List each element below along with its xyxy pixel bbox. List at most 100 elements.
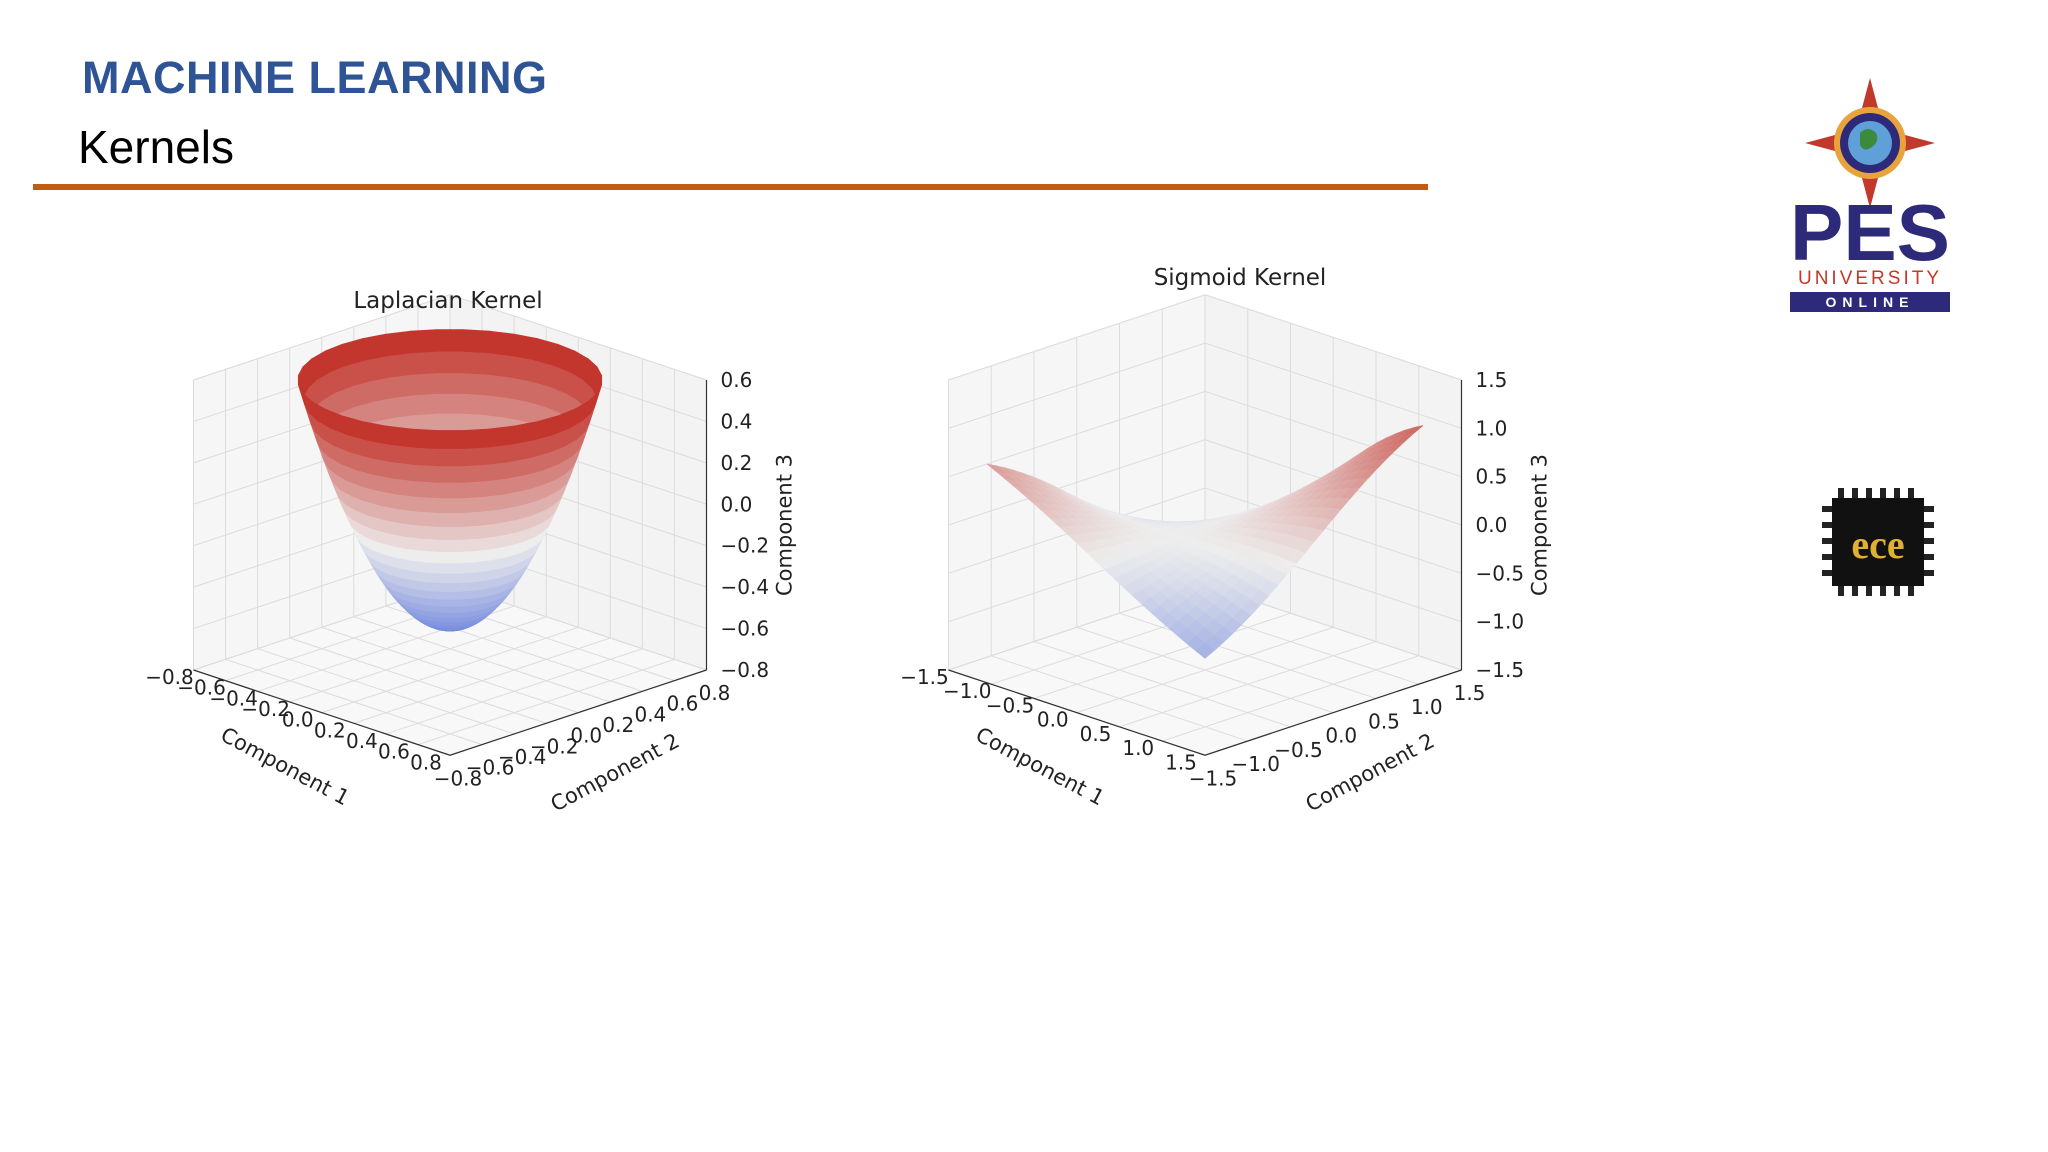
surface-facet — [415, 393, 440, 416]
x-tick-label: −0.8 — [145, 665, 194, 689]
ece-wordmark: ece — [1851, 522, 1904, 567]
surface-facet — [440, 551, 460, 564]
chart-title: Laplacian Kernel — [353, 288, 542, 314]
surface-facet — [385, 330, 413, 357]
x-tick-label: 1.0 — [1122, 736, 1154, 760]
surface-facet — [460, 480, 485, 499]
surface-facet — [428, 581, 444, 592]
z-tick-label: −0.8 — [721, 658, 770, 682]
z-tick-label: 1.5 — [1476, 368, 1508, 392]
surface-facet — [434, 611, 446, 619]
chart-title: Sigmoid Kernel — [1154, 265, 1327, 291]
z-tick-label: −0.2 — [721, 534, 770, 558]
surface-facet — [439, 526, 461, 540]
grid-line — [321, 626, 579, 714]
z-tick-label: −0.6 — [721, 617, 770, 641]
pes-university-logo: PES UNIVERSITY ONLINE — [1790, 78, 1950, 312]
surface-facet — [461, 464, 487, 483]
surface-facet — [508, 355, 535, 383]
surface-facet — [425, 561, 443, 574]
y-tick-label: −0.8 — [434, 766, 483, 790]
x-tick-label: 0.2 — [314, 718, 346, 742]
surface-facet — [1195, 642, 1215, 659]
surface-facet — [438, 482, 462, 499]
x-tick-label: 0.8 — [410, 750, 442, 774]
x-tick-label: 0.6 — [378, 740, 410, 764]
surface-facet — [413, 373, 439, 396]
grid-line — [948, 342, 1206, 429]
surface-facet — [458, 538, 479, 553]
grid-line — [948, 294, 1206, 381]
surface-facet — [369, 377, 394, 403]
surface-facet — [411, 446, 439, 467]
z-tick-label: 1.0 — [1476, 416, 1508, 440]
surface-facet — [482, 478, 507, 498]
surface-facet — [460, 496, 484, 514]
y-axis-line — [1204, 669, 1462, 756]
z-tick-label: −1.0 — [1476, 610, 1525, 634]
grid-line — [1204, 342, 1462, 429]
x-tick-label: 1.5 — [1165, 750, 1197, 774]
surface-facet — [438, 413, 462, 434]
x-axis-line — [193, 669, 451, 756]
page-subtitle: Kernels — [78, 121, 234, 173]
surface-facet — [393, 395, 418, 419]
z-tick-label: −0.5 — [1476, 561, 1525, 585]
z-tick-label: −0.4 — [721, 575, 770, 599]
surface-facet — [444, 606, 456, 613]
grid-line — [193, 294, 451, 381]
x-tick-label: 0.5 — [1080, 722, 1112, 746]
surface-facet — [485, 353, 513, 378]
compass-emblem-icon — [1805, 78, 1935, 208]
grid-line — [289, 637, 547, 724]
grid-line — [991, 655, 1248, 742]
surface-facet — [485, 443, 513, 465]
surface-facet — [482, 395, 507, 419]
surface-facet — [443, 599, 457, 607]
surface-facet — [385, 425, 413, 448]
pes-university-text: UNIVERSITY — [1798, 268, 1942, 289]
surface-facet — [455, 598, 469, 607]
surface-facet — [410, 428, 438, 449]
grid-line — [257, 648, 515, 735]
y-tick-label: 0.2 — [602, 713, 634, 737]
surface-facet — [460, 393, 485, 416]
y-tick-label: −0.2 — [530, 734, 579, 758]
surface-facet — [416, 496, 440, 514]
x-tick-label: −0.2 — [241, 697, 290, 721]
surface-facet — [436, 448, 464, 467]
surface-facet — [443, 591, 457, 600]
surface-facet — [387, 353, 415, 378]
pes-online-text: ONLINE — [1826, 294, 1915, 310]
surface-facet — [441, 573, 459, 584]
y-tick-label: −1.0 — [1231, 752, 1280, 776]
surface-facet — [390, 461, 416, 482]
surface-facet — [365, 355, 392, 383]
y-tick-label: 0.0 — [1325, 724, 1357, 748]
x-axis-line — [948, 669, 1206, 756]
grid-line — [1076, 626, 1334, 714]
surface-facet — [421, 538, 442, 553]
x-tick-label: −1.5 — [900, 665, 949, 689]
surface-facet — [461, 373, 487, 396]
surface-facet — [461, 351, 489, 376]
grid-line — [948, 390, 1206, 478]
surface-facet — [418, 511, 441, 527]
surface-facet — [442, 582, 458, 592]
grid-line — [225, 658, 483, 746]
surface-facet — [420, 525, 441, 540]
x-tick-label: −0.6 — [177, 676, 226, 700]
z-axis-label: Component 3 — [773, 454, 797, 596]
surface-facet — [462, 428, 490, 449]
z-tick-label: 0.5 — [1476, 465, 1508, 489]
grid-line — [948, 439, 1206, 526]
surface-facet — [439, 512, 461, 527]
surface-facet — [431, 598, 445, 607]
y-tick-label: −0.5 — [1274, 738, 1323, 762]
surface-facet — [441, 562, 459, 574]
surface-facet — [415, 480, 440, 499]
z-tick-label: 0.0 — [721, 492, 753, 516]
laplacian-kernel-chart: −0.8−0.6−0.4−0.20.0 0.2 0.4 0.6 0.8−0.8−0.6−… — [145, 288, 796, 816]
surface-facet — [454, 605, 467, 613]
